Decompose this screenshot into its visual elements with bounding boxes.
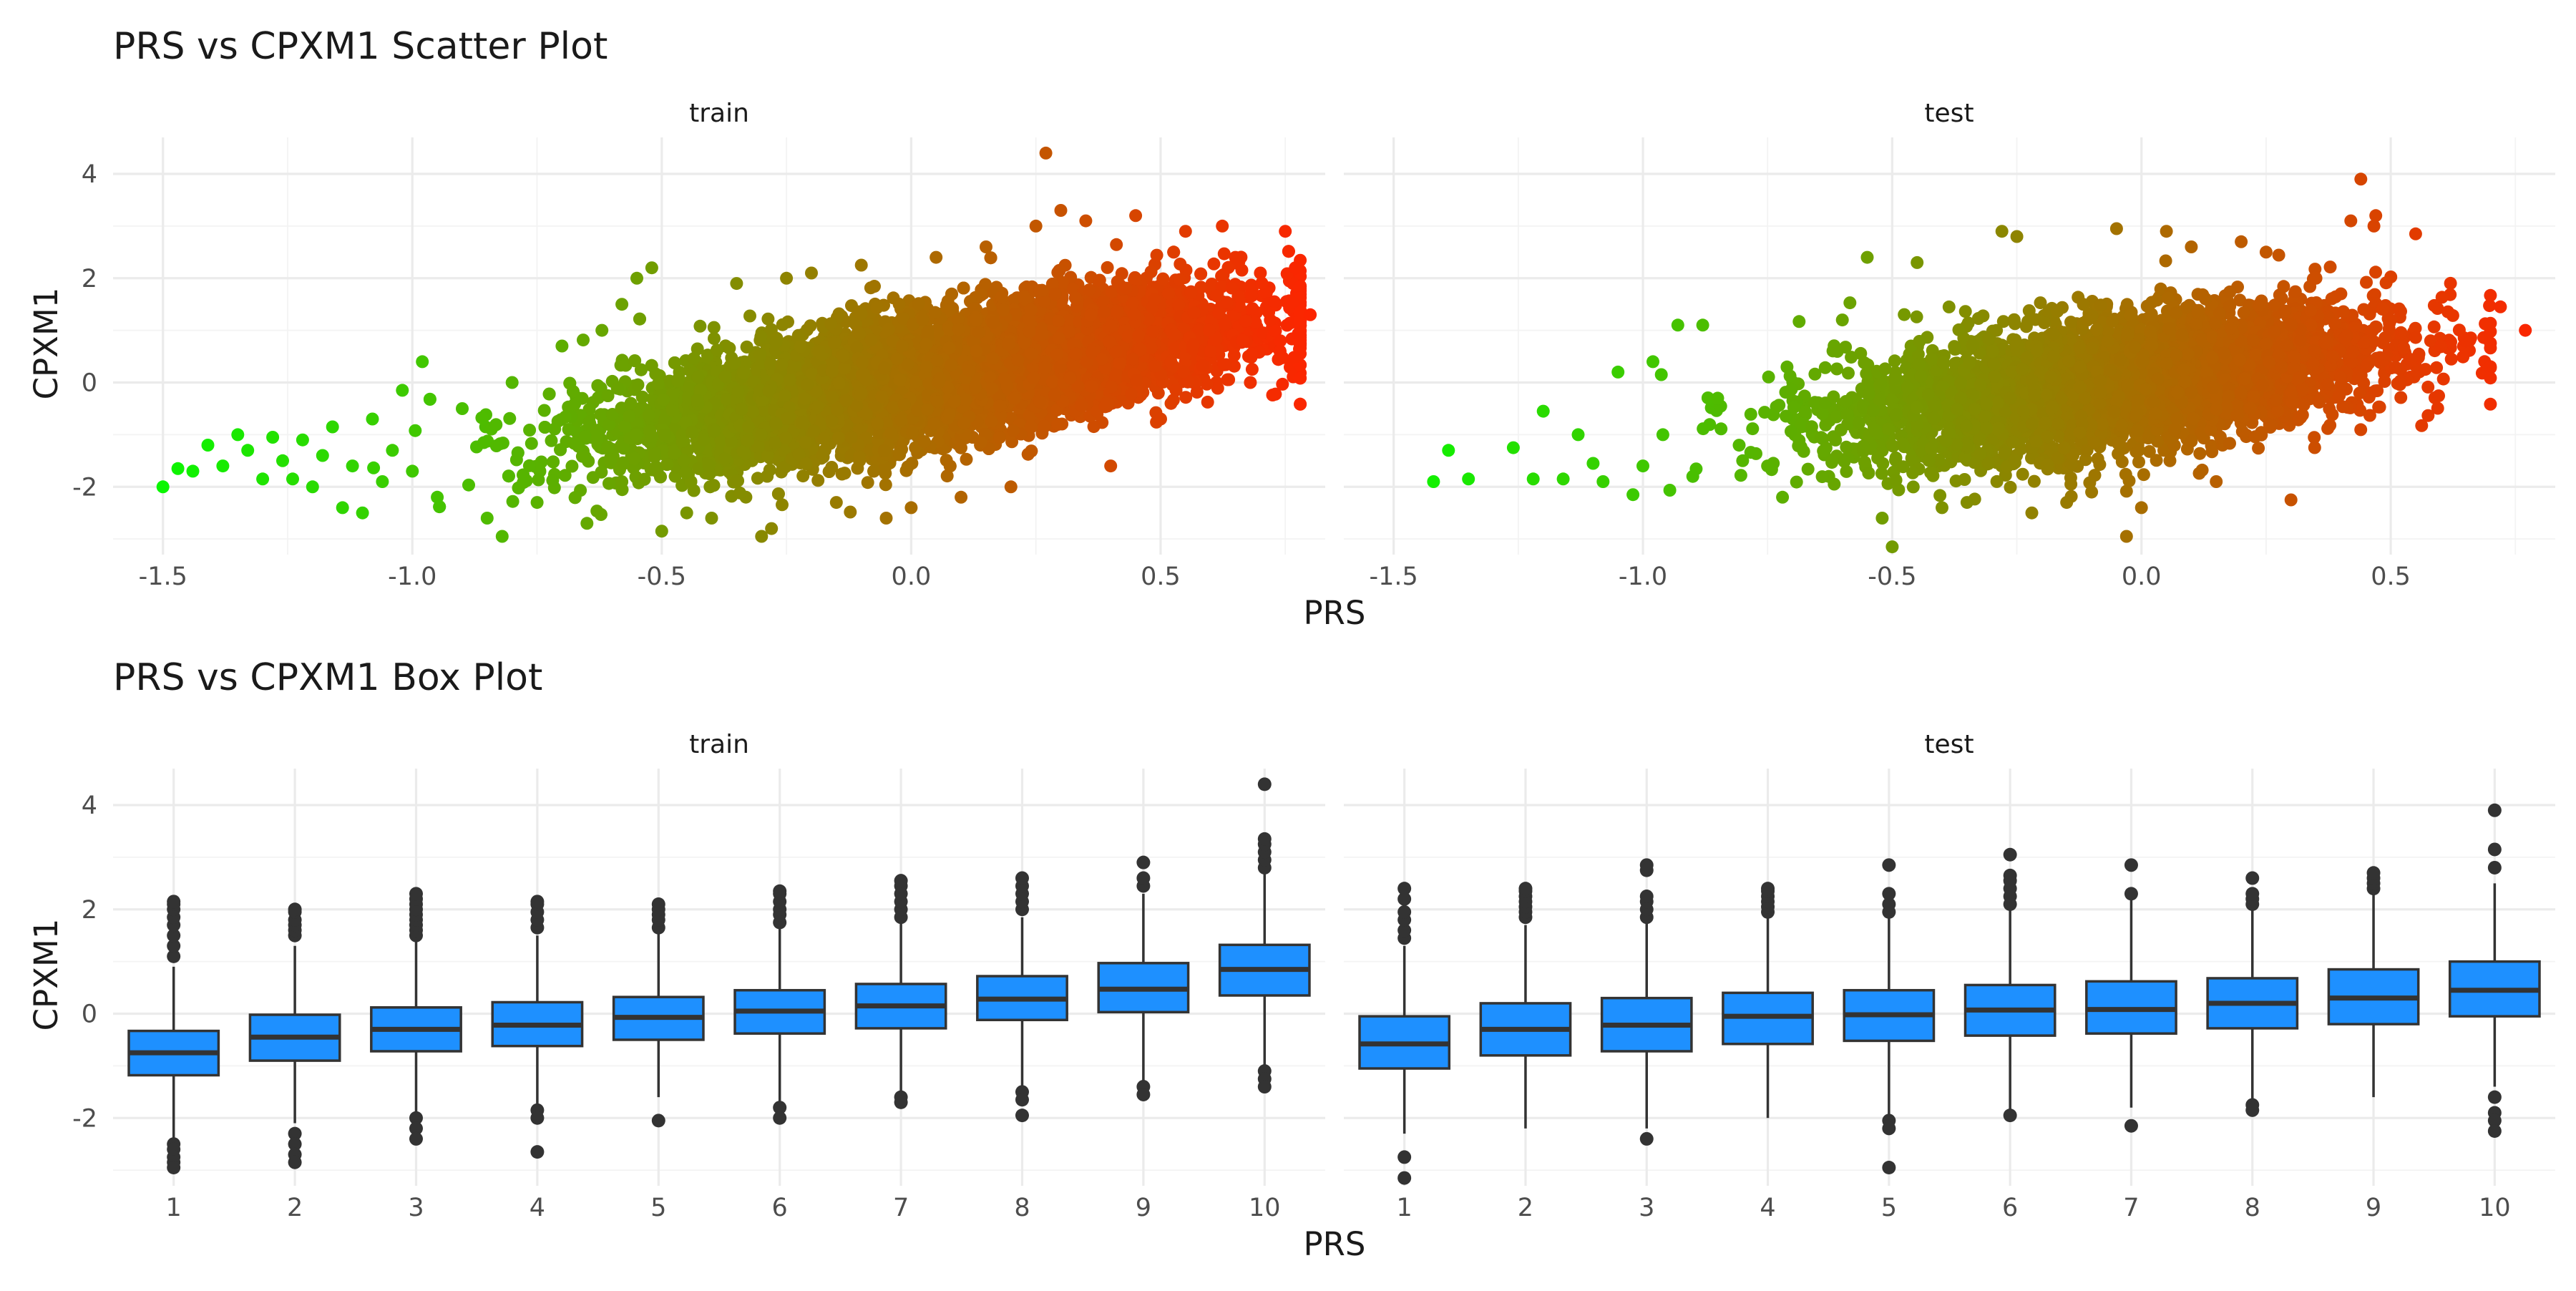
y-tick-label: 2 xyxy=(82,265,97,293)
scatter-point xyxy=(708,321,721,334)
scatter-point xyxy=(862,476,874,489)
scatter-point xyxy=(1174,273,1186,286)
scatter-point xyxy=(844,506,857,519)
scatter-point xyxy=(565,460,578,473)
scatter-panel-train: -2 0 2 4 -1.5 -1.0 -0.5 0.0 0.5 xyxy=(72,137,1325,591)
scatter-point xyxy=(708,332,721,345)
scatter-point xyxy=(532,474,545,487)
x-tick-label: -0.5 xyxy=(638,562,686,591)
x-tick-label: 0.5 xyxy=(1141,562,1181,591)
x-tick-label: 0.0 xyxy=(892,562,932,591)
scatter-point xyxy=(1110,238,1123,251)
scatter-point xyxy=(811,474,824,487)
x-tick-label: -1.0 xyxy=(388,562,436,591)
scatter-point xyxy=(1207,258,1220,271)
scatter-point xyxy=(367,462,380,474)
scatter-point xyxy=(1101,261,1114,274)
y-tick-label: -2 xyxy=(72,473,97,502)
scatter-point xyxy=(1246,363,1259,376)
y-tick-label: 0 xyxy=(82,369,97,398)
scatter-point xyxy=(507,495,519,508)
scatter-point xyxy=(743,310,756,323)
scatter-point-cloud xyxy=(367,220,1307,521)
x-tick-label: -1.5 xyxy=(139,562,187,591)
scatter-point xyxy=(960,453,973,466)
scatter-facet-label-train: train xyxy=(689,99,749,128)
y-tick-label: 4 xyxy=(82,160,97,189)
scatter-point xyxy=(538,404,551,417)
scatter-point xyxy=(503,412,516,425)
scatter-point xyxy=(525,437,538,450)
scatter-plot-title: PRS vs CPXM1 Scatter Plot xyxy=(113,25,608,68)
scatter-facet-label-test: test xyxy=(1924,99,1974,128)
scatter-point xyxy=(1201,396,1214,409)
scatter-point xyxy=(1174,258,1186,271)
scatter-point xyxy=(879,478,892,491)
scatter-point xyxy=(409,424,421,437)
